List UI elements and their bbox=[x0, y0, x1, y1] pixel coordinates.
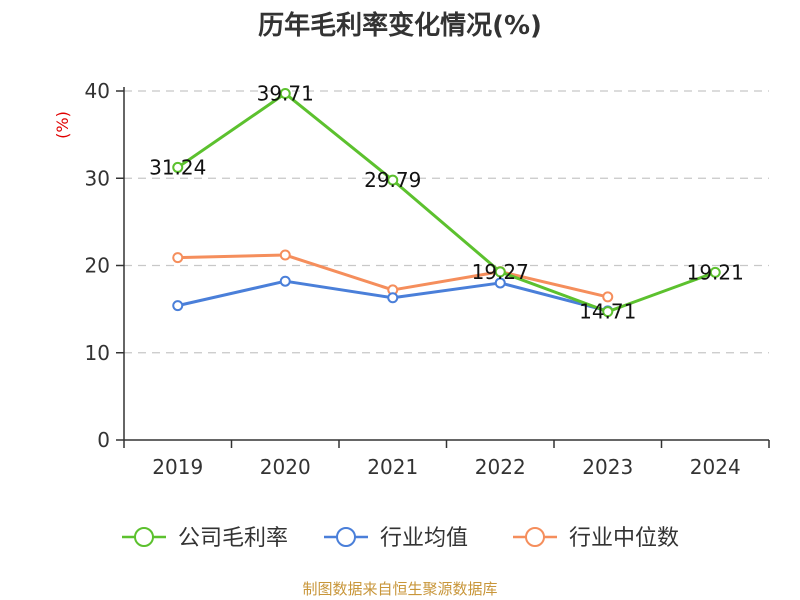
y-tick-label: 40 bbox=[85, 79, 110, 103]
legend-circle-icon bbox=[134, 527, 154, 547]
series-line bbox=[176, 92, 717, 314]
x-tick-label: 2024 bbox=[690, 455, 741, 479]
data-label: 39.71 bbox=[257, 82, 314, 106]
series-point bbox=[602, 306, 614, 318]
series-point bbox=[494, 277, 506, 289]
legend-label: 行业均值 bbox=[380, 526, 468, 551]
data-label: 19.27 bbox=[472, 260, 529, 284]
legend-item[interactable]: 行业均值 bbox=[324, 526, 468, 551]
x-tick-label: 2021 bbox=[367, 455, 418, 479]
x-tick-label: 2019 bbox=[152, 455, 203, 479]
x-tick-label: 2023 bbox=[582, 455, 633, 479]
data-label: 29.79 bbox=[364, 168, 421, 192]
series-point bbox=[172, 300, 184, 312]
y-tick-label: 0 bbox=[97, 428, 110, 452]
legend-label: 公司毛利率 bbox=[178, 526, 288, 551]
data-label: 31.24 bbox=[149, 155, 206, 179]
series-point bbox=[494, 266, 506, 278]
x-tick-label: 2022 bbox=[475, 455, 526, 479]
series-point bbox=[279, 88, 291, 100]
y-tick-label: 20 bbox=[85, 254, 110, 278]
series-point bbox=[387, 174, 399, 186]
series-point bbox=[602, 291, 614, 303]
data-label: 14.71 bbox=[579, 300, 636, 324]
y-tick-label: 30 bbox=[85, 166, 110, 190]
data-label: 19.21 bbox=[687, 260, 744, 284]
gridlines bbox=[124, 90, 769, 354]
series-point bbox=[709, 266, 721, 278]
legend-item[interactable]: 行业中位数 bbox=[513, 526, 679, 551]
x-tick-label: 2020 bbox=[260, 455, 311, 479]
legend: 公司毛利率 行业均值 行业中位数 bbox=[122, 526, 679, 551]
data-labels: 31.24 39.71 29.79 19.27 14.71 19.21 bbox=[149, 82, 744, 324]
y-axis-unit-label: (%) bbox=[53, 111, 72, 139]
series-point bbox=[279, 275, 291, 287]
series-point bbox=[172, 161, 184, 173]
source-note: 制图数据来自恒生聚源数据库 bbox=[302, 580, 497, 598]
chart-title: 历年毛利率变化情况(%) bbox=[258, 10, 542, 41]
series-point bbox=[387, 292, 399, 304]
legend-item[interactable]: 公司毛利率 bbox=[122, 526, 288, 551]
legend-circle-icon bbox=[525, 527, 545, 547]
legend-label: 行业中位数 bbox=[569, 526, 679, 551]
axes: 0 10 20 30 40 2019 2020 2021 2022 2023 2024 bbox=[85, 79, 770, 479]
legend-circle-icon bbox=[336, 527, 356, 547]
series-point bbox=[279, 249, 291, 261]
y-tick-label: 10 bbox=[85, 341, 110, 365]
series-layer bbox=[172, 88, 721, 318]
series-point bbox=[172, 252, 184, 264]
